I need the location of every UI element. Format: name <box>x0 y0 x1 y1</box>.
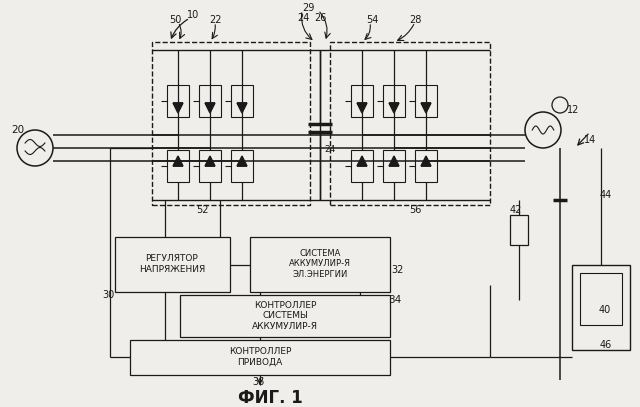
Text: 12: 12 <box>567 105 579 115</box>
Text: 24: 24 <box>297 13 309 23</box>
Polygon shape <box>421 156 431 166</box>
Polygon shape <box>173 103 183 113</box>
Bar <box>115 237 230 292</box>
Bar <box>572 265 630 350</box>
Text: 34: 34 <box>388 295 402 305</box>
Bar <box>250 237 390 292</box>
Polygon shape <box>357 156 367 166</box>
Text: 54: 54 <box>366 15 378 25</box>
Text: 44: 44 <box>600 190 612 200</box>
Bar <box>330 42 490 205</box>
Bar <box>351 150 373 182</box>
Bar <box>415 150 437 182</box>
Text: 26: 26 <box>314 13 326 23</box>
Polygon shape <box>357 103 367 113</box>
Bar <box>351 85 373 117</box>
Text: 32: 32 <box>391 265 403 275</box>
Bar <box>231 150 253 182</box>
Bar <box>152 42 310 205</box>
Text: РЕГУЛЯТОР
НАПРЯЖЕНИЯ: РЕГУЛЯТОР НАПРЯЖЕНИЯ <box>139 254 205 274</box>
Text: 52: 52 <box>196 205 208 215</box>
Text: 40: 40 <box>599 305 611 315</box>
Bar <box>383 85 405 117</box>
Polygon shape <box>421 103 431 113</box>
Bar <box>180 295 390 337</box>
Bar <box>415 85 437 117</box>
Bar <box>580 273 622 325</box>
Text: КОНТРОЛЛЕР
СИСТЕМЫ
АККУМУЛИР-Я: КОНТРОЛЛЕР СИСТЕМЫ АККУМУЛИР-Я <box>252 301 318 331</box>
Text: 50: 50 <box>169 15 181 25</box>
Text: 22: 22 <box>209 15 221 25</box>
Text: 29: 29 <box>302 3 314 13</box>
Polygon shape <box>173 156 183 166</box>
Bar <box>167 150 189 182</box>
Polygon shape <box>205 103 215 113</box>
Text: КОНТРОЛЛЕР
ПРИВОДА: КОНТРОЛЛЕР ПРИВОДА <box>229 347 291 367</box>
Text: 10: 10 <box>187 10 199 20</box>
Bar <box>167 85 189 117</box>
Bar <box>510 215 528 245</box>
Text: СИСТЕМА
АККУМУЛИР-Я
ЭЛ.ЭНЕРГИИ: СИСТЕМА АККУМУЛИР-Я ЭЛ.ЭНЕРГИИ <box>289 249 351 279</box>
Bar <box>199 85 221 117</box>
Polygon shape <box>389 156 399 166</box>
Text: 14: 14 <box>584 135 596 145</box>
Polygon shape <box>389 103 399 113</box>
Text: 46: 46 <box>600 340 612 350</box>
Polygon shape <box>237 103 247 113</box>
Text: 20: 20 <box>12 125 24 135</box>
Polygon shape <box>205 156 215 166</box>
Bar <box>383 150 405 182</box>
Bar <box>199 150 221 182</box>
Text: ФИГ. 1: ФИГ. 1 <box>237 389 302 407</box>
Text: 30: 30 <box>102 290 114 300</box>
Text: 56: 56 <box>409 205 421 215</box>
Polygon shape <box>237 156 247 166</box>
Text: 36: 36 <box>252 377 264 387</box>
Bar <box>130 340 390 375</box>
Text: 28: 28 <box>409 15 421 25</box>
Bar <box>231 85 253 117</box>
Text: 24: 24 <box>324 145 335 155</box>
Text: 42: 42 <box>510 205 522 215</box>
